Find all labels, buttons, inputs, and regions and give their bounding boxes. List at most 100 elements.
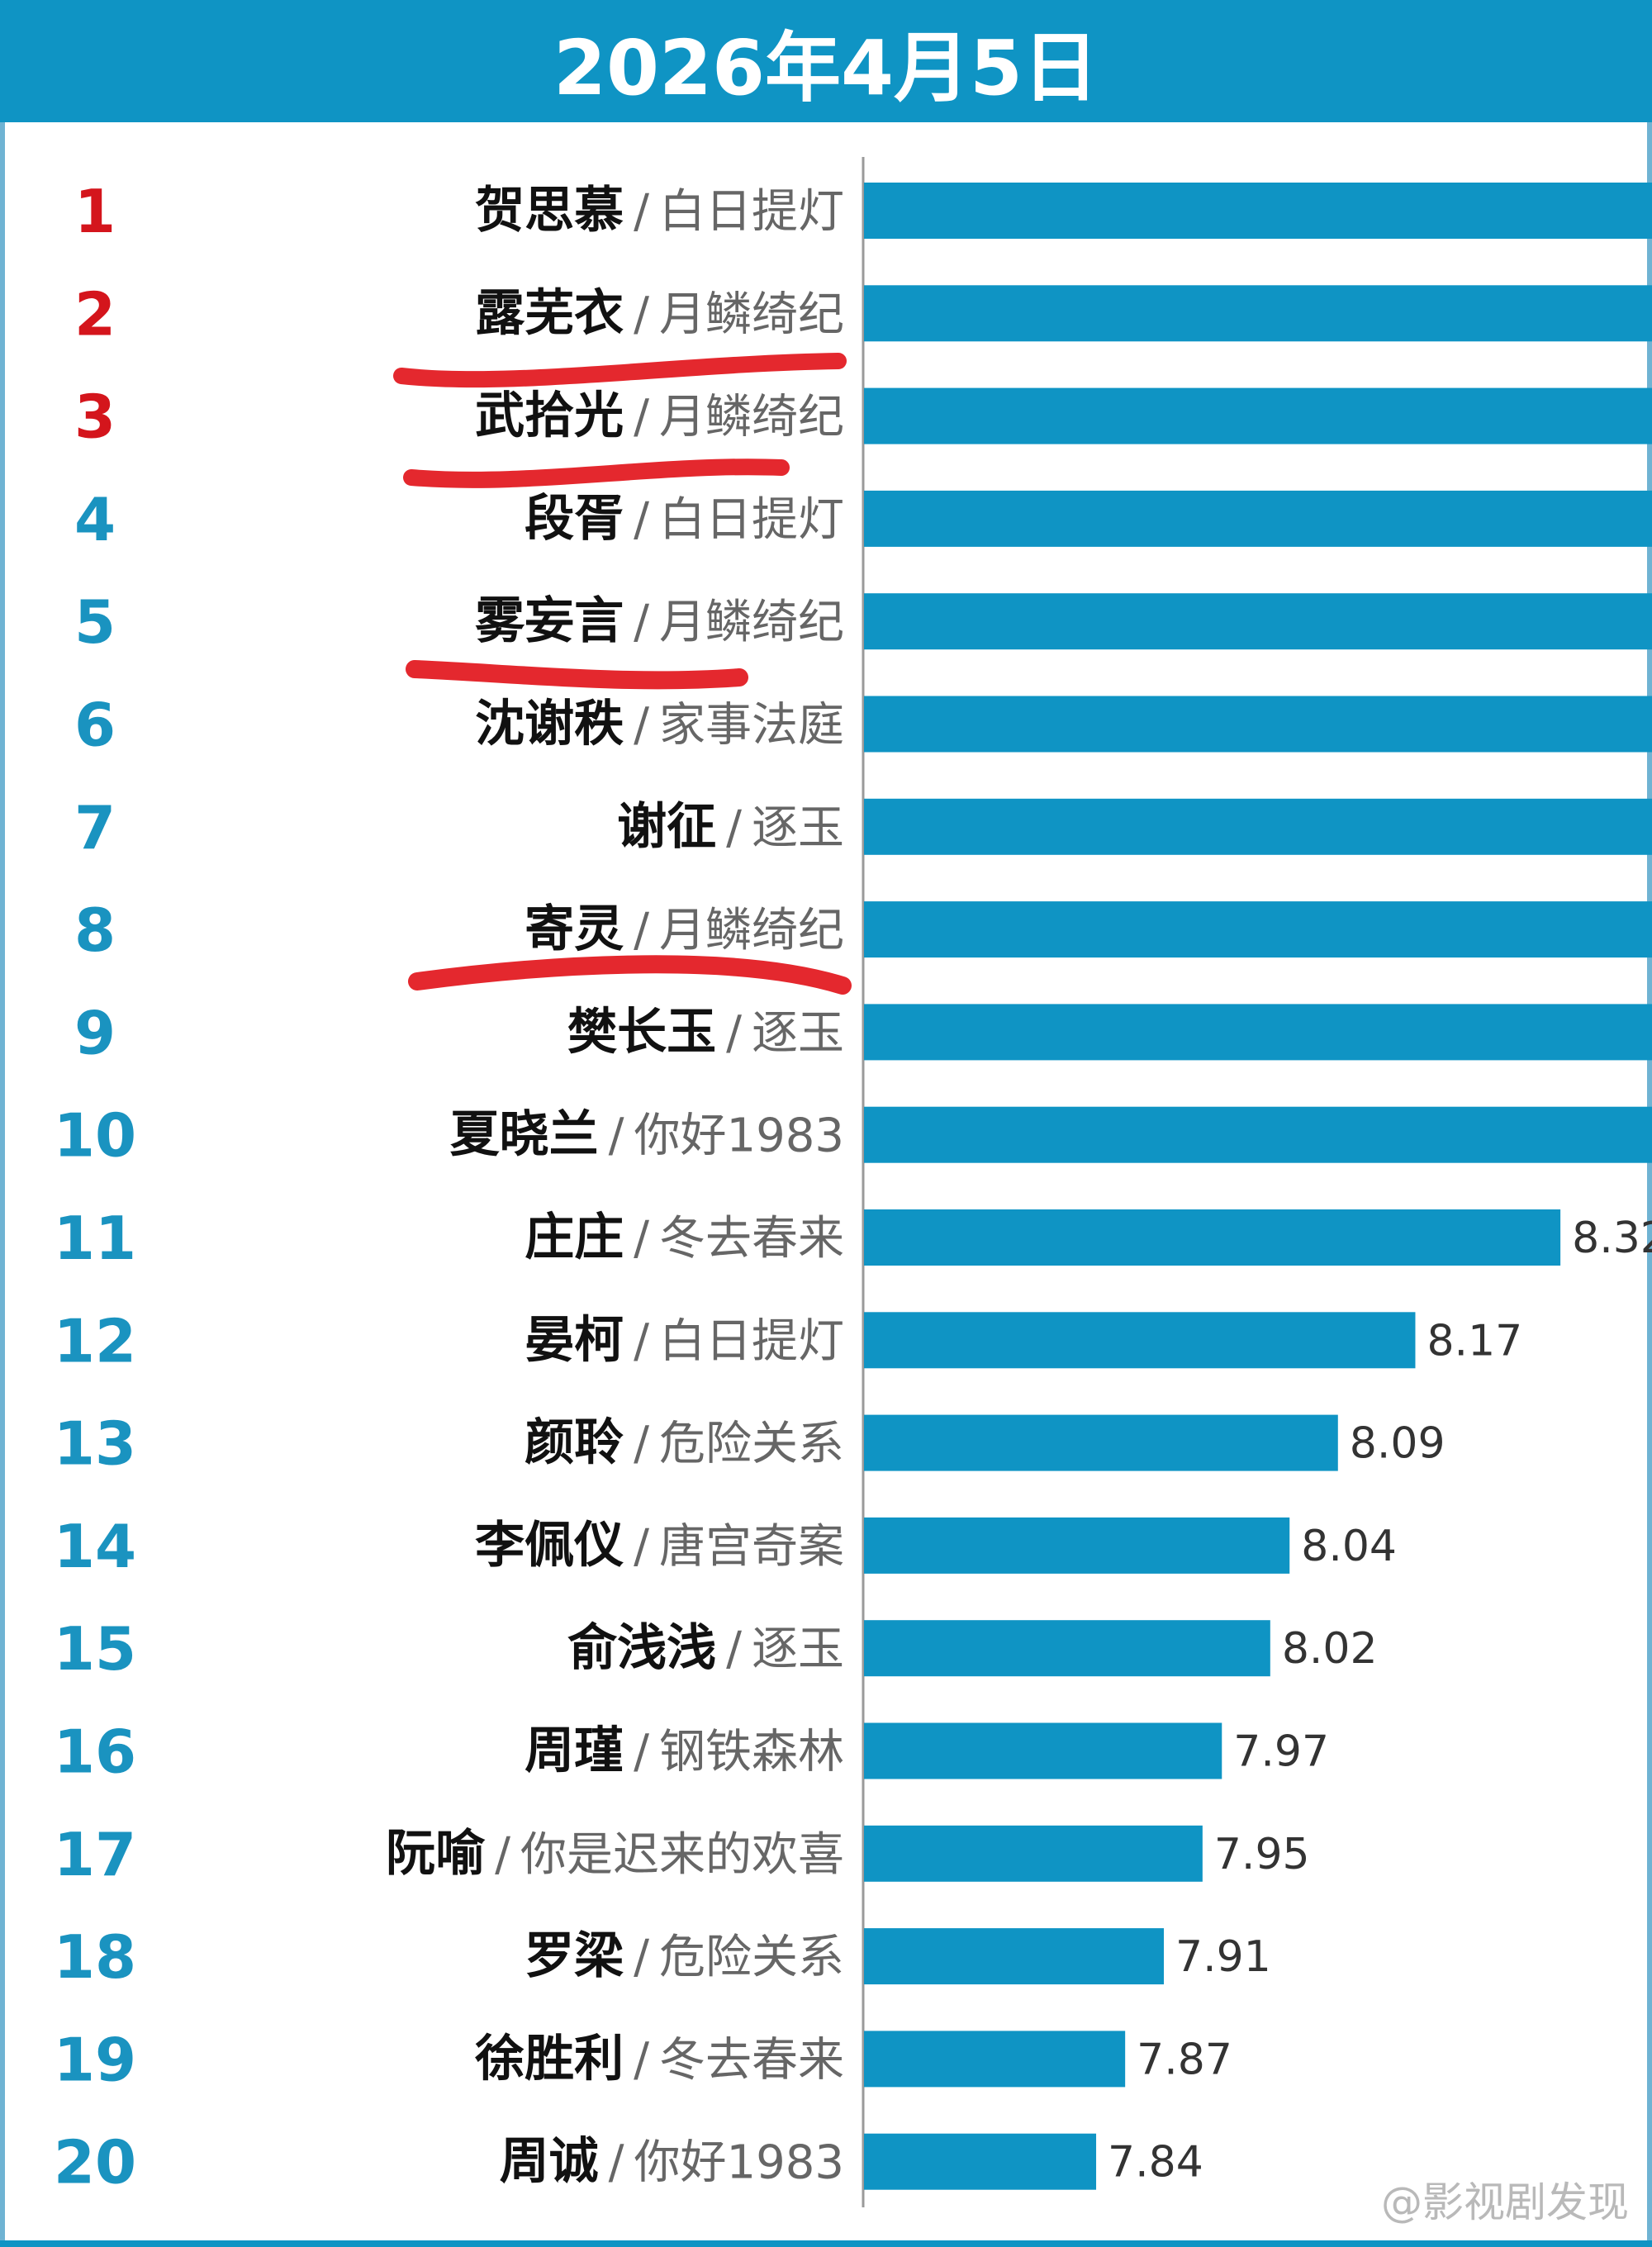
category-label: 露芜衣 / 月鳞绮纪 — [475, 284, 844, 342]
rank-label: 16 — [54, 1717, 136, 1787]
rank-label: 3 — [74, 382, 116, 452]
label-separator: / — [634, 1314, 649, 1368]
bar — [864, 1209, 1561, 1266]
label-separator: / — [609, 2136, 624, 2190]
highlight-underline — [406, 660, 748, 690]
label-separator: / — [634, 1418, 649, 1471]
label-separator: / — [634, 596, 649, 649]
chart-row: 8寄灵/月鳞绮纪8.61 — [74, 895, 1652, 965]
rank-label: 7 — [74, 793, 116, 862]
value-label: 7.84 — [1108, 2138, 1203, 2188]
rank-label: 8 — [74, 895, 116, 965]
category-label: 俞浅浅 / 逐玉 — [567, 1619, 844, 1677]
label-separator: / — [634, 493, 649, 547]
rank-label: 6 — [74, 691, 116, 760]
bar — [864, 1106, 1652, 1163]
character-name: 段胥 — [525, 490, 624, 548]
rank-label: 2 — [74, 279, 116, 349]
rank-label: 10 — [54, 1101, 136, 1171]
drama-name: 月鳞绮纪 — [659, 596, 844, 649]
bar — [864, 387, 1652, 444]
label-separator: / — [634, 1931, 649, 1984]
label-separator: / — [634, 1726, 649, 1779]
bar — [864, 1620, 1270, 1677]
highlight-underline — [408, 955, 852, 995]
category-label: 雾妄言 / 月鳞绮纪 — [475, 592, 844, 650]
label-separator: / — [634, 1520, 649, 1574]
character-name: 俞浅浅 — [567, 1619, 716, 1677]
character-name: 夏晓兰 — [450, 1106, 599, 1164]
character-name: 雾妄言 — [475, 592, 624, 650]
chart-row: 16 周瑾 / 钢铁森林 7.97 — [54, 1717, 1329, 1787]
bar — [864, 1517, 1290, 1574]
character-name: 周瑾 — [525, 1722, 624, 1780]
chart-row: 20 周诚 / 你好1983 7.84 — [54, 2128, 1203, 2197]
category-label: 沈谢秩 / 家事法庭 — [475, 696, 844, 753]
chart-title: 2026年4月5日 — [553, 23, 1099, 112]
category-label: 夏晓兰 / 你好1983 — [450, 1106, 844, 1164]
rank-label: 17 — [54, 1820, 136, 1889]
bottom-bar — [0, 2240, 1652, 2247]
character-name: 寄灵 — [525, 900, 624, 958]
chart-row: 17 阮喻 / 你是迟来的欢喜 7.95 — [54, 1820, 1310, 1889]
character-name: 李佩仪 — [475, 1517, 624, 1575]
character-name: 罗梁 — [525, 1927, 624, 1985]
category-label: 周诚 / 你好1983 — [500, 2133, 844, 2191]
frame-left — [0, 0, 5, 2247]
character-name: 樊长玉 — [567, 1003, 716, 1061]
category-label: 颜聆 / 危险关系 — [525, 1414, 844, 1472]
rank-label: 4 — [74, 485, 116, 554]
drama-name: 唐宫奇案 — [659, 1520, 844, 1574]
chart-row: 15 俞浅浅 / 逐玉 8.02 — [54, 1614, 1378, 1684]
character-name: 沈谢秩 — [475, 696, 624, 753]
chart-row: 13 颜聆 / 危险关系 8.09 — [54, 1409, 1446, 1479]
bar — [864, 593, 1652, 650]
label-separator: / — [634, 185, 649, 239]
rank-label: 5 — [74, 587, 116, 657]
category-label: 武拾光 / 月鳞绮纪 — [475, 387, 844, 445]
drama-name: 月鳞绮纪 — [659, 904, 844, 957]
character-name: 武拾光 — [475, 387, 624, 445]
value-label: 8.32 — [1572, 1214, 1652, 1263]
drama-name: 白日提灯 — [659, 493, 844, 547]
value-label: 7.97 — [1233, 1727, 1329, 1777]
label-separator: / — [634, 2033, 649, 2087]
character-name: 露芜衣 — [475, 284, 624, 342]
character-name: 周诚 — [500, 2133, 599, 2191]
chart-row: 12 晏柯 / 白日提灯 8.17 — [54, 1306, 1522, 1375]
chart-row: 14 李佩仪 / 唐宫奇案 8.04 — [54, 1512, 1397, 1581]
bar — [864, 1722, 1222, 1779]
rank-label: 20 — [54, 2128, 136, 2197]
drama-name: 月鳞绮纪 — [659, 391, 844, 444]
category-label: 谢征 / 逐玉 — [617, 798, 844, 856]
character-name: 颜聆 — [525, 1414, 624, 1472]
category-label: 贺思慕 / 白日提灯 — [475, 182, 844, 240]
character-name: 谢征 — [617, 798, 716, 856]
bar — [864, 1004, 1652, 1061]
category-label: 段胥 / 白日提灯 — [525, 490, 844, 548]
character-name: 晏柯 — [525, 1311, 624, 1369]
drama-name: 危险关系 — [659, 1418, 844, 1471]
drama-name: 你好1983 — [634, 1109, 844, 1163]
bar — [864, 2133, 1097, 2190]
character-name: 庄庄 — [525, 1209, 624, 1266]
value-label: 8.04 — [1301, 1522, 1397, 1571]
category-label: 樊长玉 / 逐玉 — [567, 1003, 844, 1061]
label-separator: / — [726, 801, 742, 855]
value-label: 8.09 — [1350, 1419, 1446, 1469]
bar — [864, 2031, 1126, 2088]
value-label: 7.91 — [1175, 1932, 1271, 1982]
drama-name: 逐玉 — [752, 801, 844, 855]
category-label: 阮喻 / 你是迟来的欢喜 — [386, 1825, 844, 1883]
bar — [864, 901, 1652, 958]
drama-name: 逐玉 — [752, 1006, 844, 1060]
chart-row: 19 徐胜利 / 冬去春来 7.87 — [54, 2025, 1232, 2094]
label-separator: / — [726, 1006, 742, 1060]
